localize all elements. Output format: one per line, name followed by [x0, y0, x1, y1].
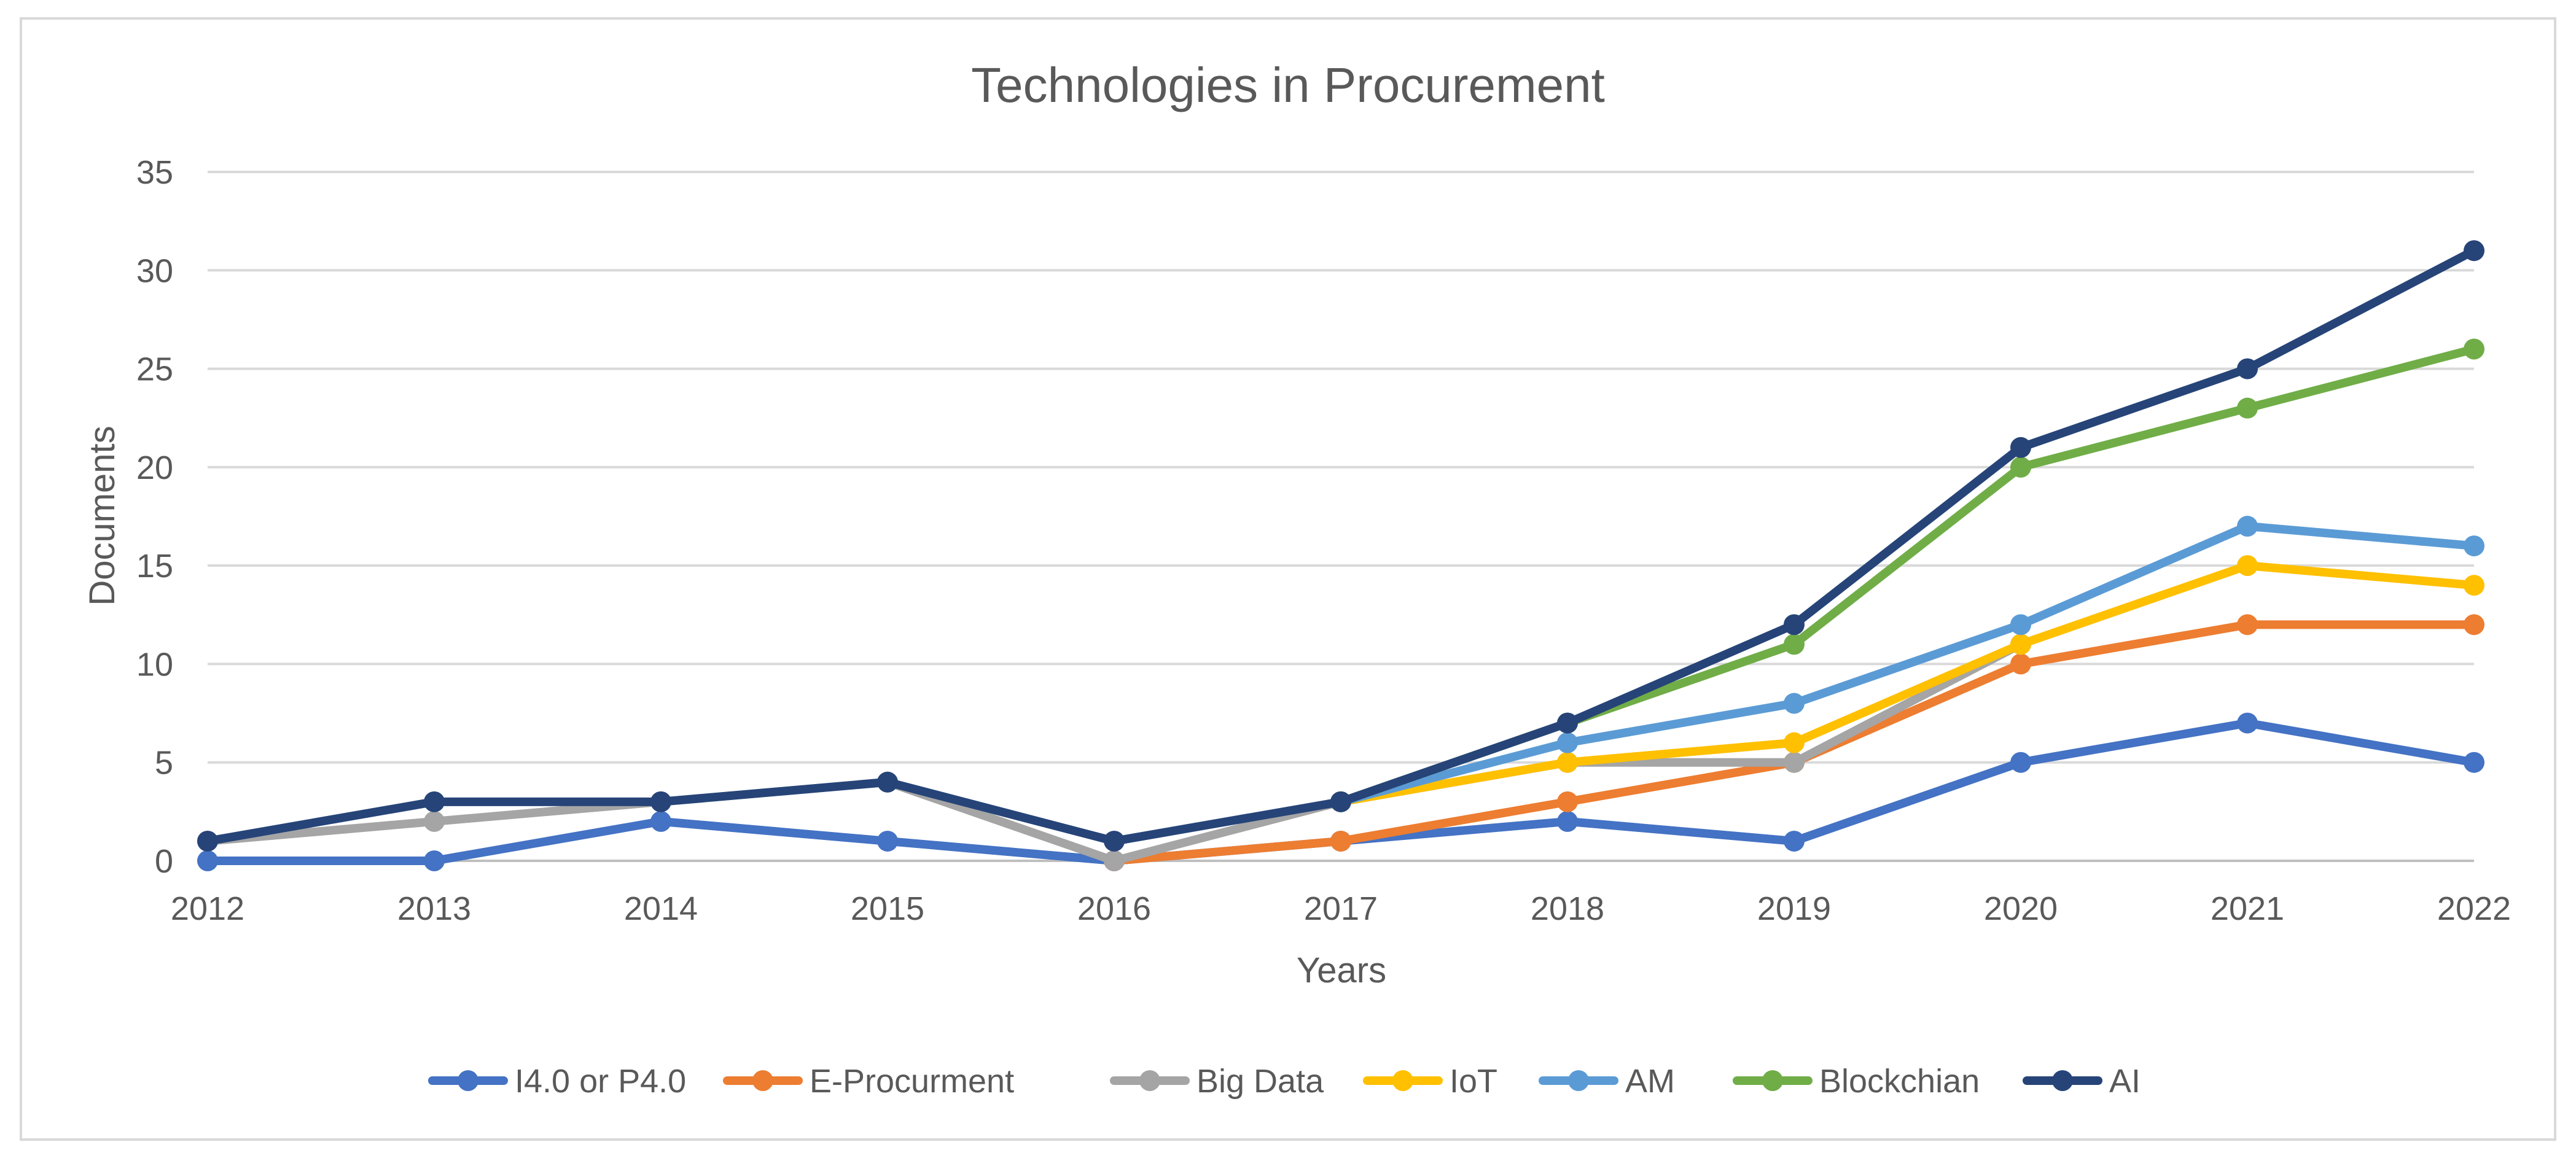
y-tick-label: 20 [136, 449, 173, 486]
y-tick-label: 30 [136, 252, 173, 289]
data-point [2010, 614, 2031, 635]
legend-swatch-marker [1568, 1070, 1589, 1091]
series-3 [1330, 555, 2484, 812]
data-point [1557, 791, 1578, 812]
legend-label: I4.0 or P4.0 [515, 1063, 686, 1100]
y-tick-label: 5 [155, 745, 173, 782]
series-line [203, 640, 2025, 865]
data-point [1784, 752, 1805, 773]
data-point [1557, 732, 1578, 753]
data-point [2010, 634, 2031, 655]
data-point [650, 810, 671, 832]
data-point [1784, 830, 1805, 852]
x-tick-label: 2019 [1757, 890, 1831, 927]
data-point [2464, 535, 2484, 557]
x-axis-label: Years [1297, 950, 1386, 990]
data-point [2237, 397, 2258, 419]
legend-label: Blockchian [1819, 1063, 1980, 1100]
data-point [1784, 634, 1805, 655]
legend-item: Big Data [1110, 1063, 1324, 1100]
legend-item: IoT [1363, 1063, 1497, 1100]
x-tick-label: 2017 [1304, 890, 1378, 927]
data-point [2237, 712, 2258, 734]
data-point [1330, 830, 1351, 852]
y-axis-ticks: 0 5 10 15 20 25 30 35 [136, 154, 173, 880]
data-point [2237, 555, 2258, 577]
legend-label: AM [1625, 1063, 1675, 1100]
data-point [1557, 752, 1578, 773]
data-point [2237, 358, 2258, 379]
legend-item: AI [2023, 1063, 2141, 1100]
x-tick-label: 2021 [2211, 890, 2284, 927]
legend-item: I4.0 or P4.0 [428, 1063, 686, 1100]
legend-label: Big Data [1196, 1063, 1324, 1100]
x-axis-ticks: 2012 2013 2014 2015 2016 2017 2018 2019 2020 2021… [171, 890, 2511, 927]
series-layer [197, 240, 2484, 871]
x-tick-label: 2015 [851, 890, 924, 927]
data-point [1104, 830, 1125, 852]
data-point [1330, 791, 1351, 812]
x-tick-label: 2020 [1984, 890, 2058, 927]
data-point [2237, 516, 2258, 537]
legend-swatch-marker [1392, 1070, 1413, 1091]
data-point [2237, 614, 2258, 635]
x-tick-label: 2016 [1077, 890, 1151, 927]
data-point [2464, 575, 2484, 596]
legend: I4.0 or P4.0 E-Procurment Big Data IoT AM Blo… [428, 1063, 2141, 1100]
legend-swatch-marker [1139, 1070, 1160, 1091]
y-tick-label: 10 [136, 646, 173, 683]
data-point [424, 791, 445, 812]
x-tick-label: 2012 [171, 890, 244, 927]
legend-item: E-Procurment [723, 1063, 1014, 1100]
y-tick-label: 15 [136, 548, 173, 585]
gridlines [208, 171, 2474, 862]
data-point [1557, 810, 1578, 832]
data-point [2010, 752, 2031, 773]
chart-title: Technologies in Procurement [971, 58, 1605, 112]
legend-label: E-Procurment [810, 1063, 1014, 1100]
y-tick-label: 25 [136, 351, 173, 388]
data-point [197, 850, 218, 871]
legend-swatch-marker [752, 1070, 773, 1091]
data-point [1784, 732, 1805, 753]
series-line [203, 246, 2478, 845]
data-point [424, 810, 445, 832]
data-point [2010, 437, 2031, 458]
x-tick-label: 2013 [397, 890, 471, 927]
legend-label: IoT [1450, 1063, 1497, 1100]
data-point [1104, 850, 1125, 871]
data-point [2010, 653, 2031, 675]
legend-item: Blockchian [1733, 1063, 1980, 1100]
legend-swatch-marker [1762, 1070, 1783, 1091]
legend-swatch-marker [458, 1070, 478, 1091]
legend-label: AI [2109, 1063, 2141, 1100]
data-point [1557, 712, 1578, 734]
data-point [2464, 752, 2484, 773]
data-point [2464, 614, 2484, 635]
legend-item: AM [1539, 1063, 1675, 1100]
x-tick-label: 2022 [2437, 890, 2511, 927]
data-point [1784, 693, 1805, 714]
data-point [2464, 240, 2484, 262]
data-point [424, 850, 445, 871]
data-point [877, 771, 898, 793]
data-point [1784, 614, 1805, 635]
data-point [197, 830, 218, 852]
series-line [1337, 522, 2478, 806]
x-tick-label: 2018 [1531, 890, 1604, 927]
series-6 [197, 240, 2484, 852]
legend-swatch-marker [2052, 1070, 2073, 1091]
data-point [2464, 338, 2484, 360]
series-line [1337, 561, 2478, 806]
x-tick-label: 2014 [624, 890, 698, 927]
data-point [2010, 456, 2031, 478]
y-tick-label: 0 [155, 843, 173, 880]
data-point [650, 791, 671, 812]
y-tick-label: 35 [136, 154, 173, 191]
y-axis-label: Documents [82, 426, 122, 605]
data-point [877, 830, 898, 852]
